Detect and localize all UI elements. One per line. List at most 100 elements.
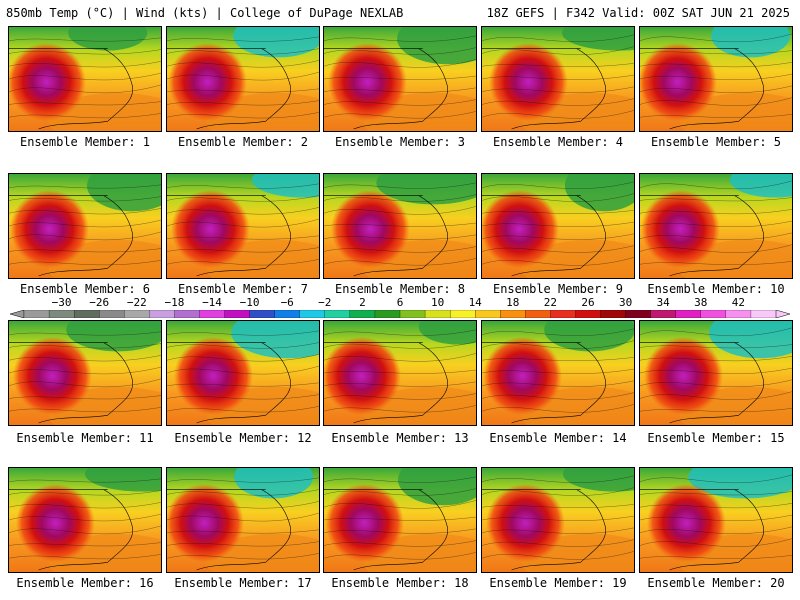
ensemble-member-panel (639, 26, 793, 132)
ensemble-member-label: Ensemble Member: 6 (19, 282, 151, 296)
temperature-field-map (482, 468, 634, 572)
colorbar-segment (675, 310, 702, 318)
ensemble-member-panel (481, 173, 635, 279)
colorbar-segment (99, 310, 125, 318)
ensemble-member-panel (8, 320, 162, 426)
ensemble-member-label: Ensemble Member: 20 (647, 576, 785, 590)
product-title: 850mb Temp (°C) | Wind (kts) | College o… (6, 6, 404, 20)
colorbar-tick-label: 30 (618, 296, 633, 309)
ensemble-member-label: Ensemble Member: 9 (492, 282, 624, 296)
temperature-field-map (640, 27, 792, 131)
ensemble-member-label: Ensemble Member: 17 (174, 576, 312, 590)
ensemble-member-panel (166, 26, 320, 132)
ensemble-member-label: Ensemble Member: 19 (489, 576, 627, 590)
ensemble-member-label: Ensemble Member: 5 (650, 135, 782, 149)
colorbar-tick-label: −2 (318, 296, 332, 309)
temperature-colorbar (10, 310, 790, 318)
ensemble-member-label: Ensemble Member: 16 (16, 576, 154, 590)
ensemble-member-label: Ensemble Member: 12 (174, 431, 312, 445)
colorbar-tick-label: 34 (656, 296, 670, 309)
colorbar-tick-label: 14 (468, 296, 482, 309)
temperature-field-map (324, 468, 476, 572)
ensemble-member-label: Ensemble Member: 18 (331, 576, 469, 590)
ensemble-member-panel (166, 173, 320, 279)
colorbar-segment (475, 310, 501, 318)
colorbar-segment (399, 310, 426, 318)
colorbar-segment (700, 310, 727, 318)
colorbar-segment (73, 310, 100, 318)
colorbar-segment (525, 310, 551, 318)
temperature-field-map (9, 174, 161, 278)
temperature-field-map (324, 174, 476, 278)
ensemble-member-label: Ensemble Member: 11 (16, 431, 154, 445)
temperature-field-map (640, 174, 792, 278)
colorbar-segment (274, 310, 301, 318)
colorbar-tick-label: −10 (239, 296, 260, 309)
colorbar-segment (725, 310, 752, 318)
ensemble-member-label: Ensemble Member: 13 (331, 431, 469, 445)
temperature-field-map (167, 27, 319, 131)
colorbar-segment (23, 310, 50, 318)
colorbar-segment (550, 310, 576, 318)
colorbar-tick-label: −14 (202, 296, 222, 309)
colorbar-segment (650, 310, 677, 318)
temperature-field-map (167, 321, 319, 425)
ensemble-member-panel (481, 26, 635, 132)
colorbar-high-arrow (775, 310, 790, 318)
colorbar-tick-label: 10 (430, 296, 445, 309)
colorbar-segment (224, 310, 251, 318)
ensemble-member-label: Ensemble Member: 8 (334, 282, 466, 296)
temperature-field-map (324, 321, 476, 425)
colorbar-low-arrow (10, 310, 25, 318)
colorbar-segment (575, 310, 601, 318)
colorbar-segment (600, 310, 627, 318)
ensemble-member-panel (639, 320, 793, 426)
ensemble-member-panel (323, 467, 477, 573)
ensemble-member-label: Ensemble Member: 10 (647, 282, 785, 296)
colorbar-segment (249, 310, 276, 318)
colorbar-tick-label: 6 (396, 296, 404, 309)
colorbar-tick-label: −30 (51, 296, 72, 309)
ensemble-member-label: Ensemble Member: 4 (492, 135, 624, 149)
colorbar-segment (124, 310, 150, 318)
colorbar-segment (299, 310, 326, 318)
ensemble-member-label: Ensemble Member: 14 (489, 431, 627, 445)
colorbar-segment (324, 310, 351, 318)
ensemble-member-panel (166, 320, 320, 426)
colorbar-segment (750, 310, 777, 318)
ensemble-member-panel (8, 26, 162, 132)
temperature-field-map (9, 321, 161, 425)
colorbar-tick-label: 18 (506, 296, 520, 309)
ensemble-member-panel (481, 320, 635, 426)
colorbar-segment (374, 310, 401, 318)
colorbar-segment (424, 310, 451, 318)
ensemble-member-panel (323, 320, 477, 426)
colorbar-segment (449, 310, 476, 318)
colorbar-tick-label: −26 (89, 296, 110, 309)
colorbar-tick-label: −22 (126, 296, 147, 309)
colorbar-tick-label: 42 (731, 296, 746, 309)
ensemble-member-label: Ensemble Member: 7 (177, 282, 309, 296)
ensemble-member-panel (8, 467, 162, 573)
temperature-field-map (482, 27, 634, 131)
temperature-field-map (640, 468, 792, 572)
colorbar-segment (625, 310, 652, 318)
colorbar-tick-label: 22 (543, 296, 558, 309)
temperature-field-map (640, 321, 792, 425)
ensemble-member-panel (639, 467, 793, 573)
colorbar-segment (149, 310, 175, 318)
ensemble-member-label: Ensemble Member: 3 (334, 135, 466, 149)
run-valid-time: 18Z GEFS | F342 Valid: 00Z SAT JUN 21 20… (486, 6, 790, 20)
temperature-field-map (324, 27, 476, 131)
colorbar-tick-label: 2 (359, 296, 366, 309)
temperature-field-map (9, 27, 161, 131)
colorbar-segment (174, 310, 200, 318)
colorbar-segment (199, 310, 225, 318)
ensemble-member-panel (323, 26, 477, 132)
ensemble-member-panel (481, 467, 635, 573)
ensemble-member-label: Ensemble Member: 1 (19, 135, 151, 149)
temperature-field-map (482, 174, 634, 278)
ensemble-member-panel (8, 173, 162, 279)
ensemble-member-panel (323, 173, 477, 279)
colorbar-segment (500, 310, 526, 318)
